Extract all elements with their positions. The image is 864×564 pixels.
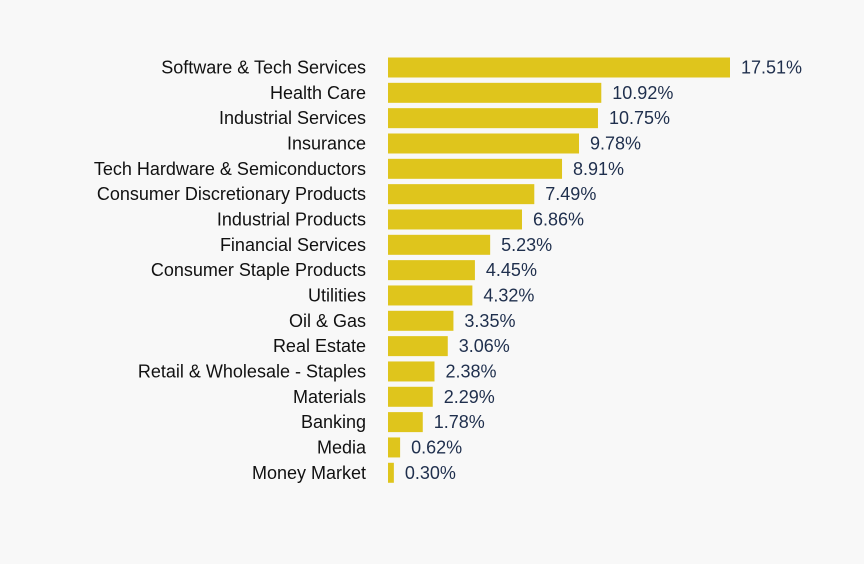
value-label: 4.45%: [486, 260, 537, 280]
value-label: 2.38%: [445, 361, 496, 381]
bar: [388, 336, 448, 357]
value-label: 6.86%: [533, 209, 584, 229]
bar: [388, 462, 394, 483]
bar: [388, 82, 602, 103]
bar: [388, 260, 475, 281]
bar: [388, 184, 535, 205]
category-label: Utilities: [308, 285, 366, 305]
category-label: Materials: [293, 387, 366, 407]
value-label: 10.92%: [612, 83, 673, 103]
bar: [388, 158, 563, 179]
bar: [388, 234, 491, 255]
category-label: Retail & Wholesale - Staples: [138, 361, 366, 381]
value-label: 3.35%: [464, 311, 515, 331]
category-label: Banking: [301, 412, 366, 432]
value-label: 17.51%: [741, 58, 802, 78]
value-label: 9.78%: [590, 133, 641, 153]
category-label: Money Market: [252, 463, 366, 483]
category-label: Financial Services: [220, 235, 366, 255]
value-label: 7.49%: [545, 184, 596, 204]
bar: [388, 209, 522, 230]
category-label: Industrial Services: [219, 108, 366, 128]
category-label: Software & Tech Services: [161, 58, 366, 78]
value-label: 2.29%: [444, 387, 495, 407]
value-label: 10.75%: [609, 108, 670, 128]
category-label: Industrial Products: [217, 209, 366, 229]
bar: [388, 386, 433, 407]
category-label: Real Estate: [273, 336, 366, 356]
bar: [388, 310, 454, 331]
bar: [388, 437, 401, 458]
value-label: 1.78%: [434, 412, 485, 432]
category-label: Tech Hardware & Semiconductors: [94, 159, 366, 179]
bar: [388, 57, 730, 78]
bar: [388, 108, 598, 129]
category-label: Consumer Staple Products: [151, 260, 366, 280]
value-label: 3.06%: [459, 336, 510, 356]
bar: [388, 133, 580, 154]
value-label: 0.30%: [405, 463, 456, 483]
value-label: 8.91%: [573, 159, 624, 179]
value-label: 4.32%: [483, 285, 534, 305]
bar: [388, 285, 473, 306]
category-label: Media: [317, 437, 367, 457]
category-label: Consumer Discretionary Products: [97, 184, 366, 204]
category-label: Insurance: [287, 133, 366, 153]
bar: [388, 412, 423, 433]
category-label: Oil & Gas: [289, 311, 366, 331]
value-label: 5.23%: [501, 235, 552, 255]
category-label: Health Care: [270, 83, 366, 103]
value-label: 0.62%: [411, 437, 462, 457]
bar: [388, 361, 435, 382]
